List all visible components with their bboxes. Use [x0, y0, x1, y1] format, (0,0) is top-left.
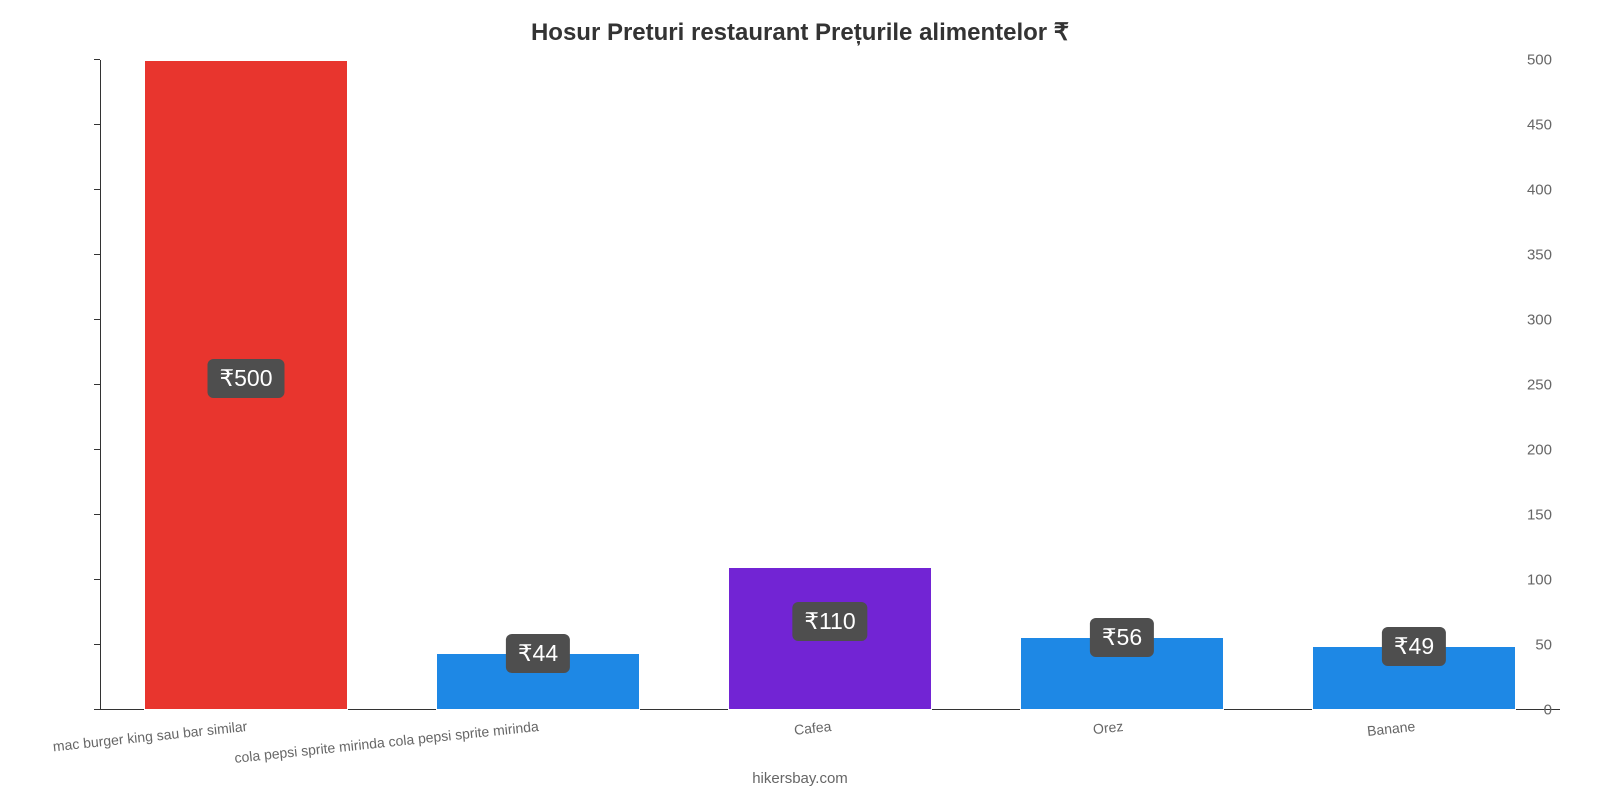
y-tick-label: 0: [1544, 702, 1552, 719]
y-tick-mark: [94, 709, 100, 710]
bar-value-label: ₹500: [207, 359, 284, 398]
y-tick-mark: [94, 644, 100, 645]
x-category-label: Cafea: [793, 718, 832, 738]
x-category-label: cola pepsi sprite mirinda cola pepsi spr…: [234, 718, 540, 766]
y-tick-label: 400: [1527, 182, 1552, 199]
y-tick-mark: [94, 319, 100, 320]
x-category-label: mac burger king sau bar similar: [52, 718, 248, 754]
bar-value-label: ₹44: [506, 634, 570, 673]
y-tick-label: 200: [1527, 442, 1552, 459]
chart-title: Hosur Preturi restaurant Prețurile alime…: [0, 18, 1600, 47]
y-tick-mark: [94, 384, 100, 385]
y-tick-label: 300: [1527, 312, 1552, 329]
plot-area: 050100150200250300350400450500₹500mac bu…: [100, 60, 1560, 710]
bar-value-label: ₹56: [1090, 618, 1154, 657]
y-tick-mark: [94, 449, 100, 450]
y-tick-mark: [94, 189, 100, 190]
y-tick-label: 150: [1527, 507, 1552, 524]
x-category-label: Banane: [1366, 718, 1416, 739]
y-tick-label: 350: [1527, 247, 1552, 264]
y-tick-mark: [94, 59, 100, 60]
y-tick-label: 250: [1527, 377, 1552, 394]
y-tick-mark: [94, 124, 100, 125]
y-tick-mark: [94, 254, 100, 255]
y-tick-mark: [94, 579, 100, 580]
bar-value-label: ₹49: [1382, 627, 1446, 666]
y-tick-label: 450: [1527, 117, 1552, 134]
y-tick-label: 50: [1535, 637, 1552, 654]
y-tick-label: 100: [1527, 572, 1552, 589]
chart-footer: hikersbay.com: [0, 770, 1600, 787]
y-axis-line: [100, 60, 101, 710]
y-tick-mark: [94, 514, 100, 515]
y-tick-label: 500: [1527, 52, 1552, 69]
x-category-label: Orez: [1092, 718, 1124, 737]
bar-value-label: ₹110: [792, 602, 867, 641]
